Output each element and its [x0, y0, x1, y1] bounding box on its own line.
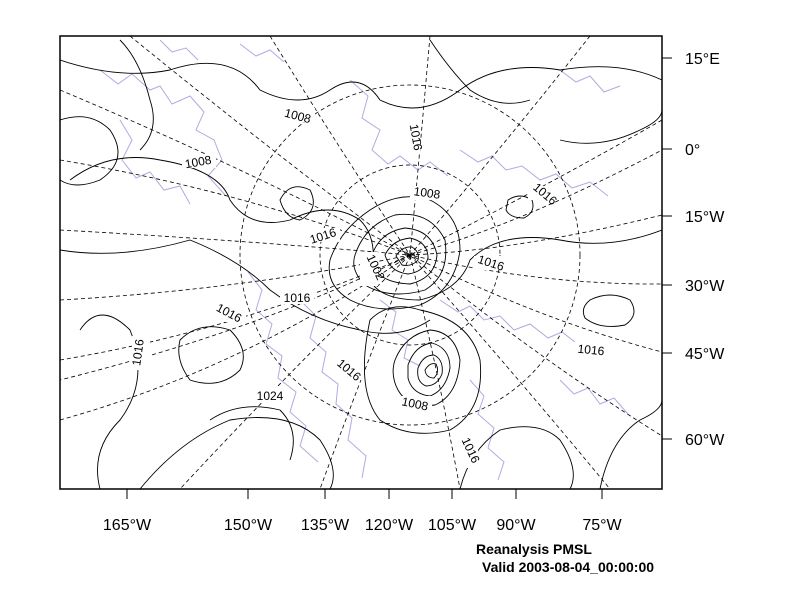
- bottom-ticks: [126, 489, 603, 499]
- contour-label: 1016: [284, 291, 311, 305]
- lon-label-90w: 90°W: [496, 517, 536, 534]
- right-ticks: [662, 57, 672, 440]
- graticule: [60, 36, 662, 489]
- contour-label: 1008: [184, 153, 213, 171]
- contour-label: 1016: [129, 338, 147, 367]
- lon-label-135w: 135°W: [301, 517, 350, 534]
- lat-label-15w: 15°W: [685, 209, 725, 226]
- contour-label: 1008: [413, 184, 442, 202]
- lon-label-165w: 165°W: [103, 517, 152, 534]
- lat-label-15e: 15°E: [685, 51, 720, 68]
- contour-label: 1016: [577, 342, 605, 359]
- caption-title: Reanalysis PMSL: [476, 541, 592, 557]
- bottom-axis-labels: 165°W 150°W 135°W 120°W 105°W 90°W 75°W: [103, 517, 623, 534]
- lon-label-120w: 120°W: [365, 517, 414, 534]
- low-center-marker: [405, 250, 415, 260]
- lat-label-45w: 45°W: [685, 346, 725, 363]
- lon-label-105w: 105°W: [428, 517, 477, 534]
- caption-valid-time: Valid 2003-08-04_00:00:00: [482, 559, 655, 575]
- lat-label-0: 0°: [685, 142, 700, 159]
- right-axis-labels: 15°E 0° 15°W 30°W 45°W 60°W: [685, 51, 725, 449]
- contour-label: 1024: [257, 389, 284, 403]
- map-plot-area: [60, 36, 662, 489]
- contour-label: 1016: [407, 123, 425, 152]
- contour-labels: 1008 1016 1008 1008 1016 1016 1016 1002 …: [129, 106, 608, 468]
- coastlines: [99, 39, 629, 481]
- lat-label-60w: 60°W: [685, 432, 725, 449]
- lon-label-75w: 75°W: [582, 517, 622, 534]
- map-frame: [59, 35, 663, 490]
- lon-label-150w: 150°W: [224, 517, 273, 534]
- pressure-contours: [60, 39, 662, 489]
- contour-label: 1008: [400, 394, 429, 413]
- contour-label: 1016: [530, 180, 560, 208]
- contour-label: 1008: [283, 106, 313, 127]
- lat-label-30w: 30°W: [685, 278, 725, 295]
